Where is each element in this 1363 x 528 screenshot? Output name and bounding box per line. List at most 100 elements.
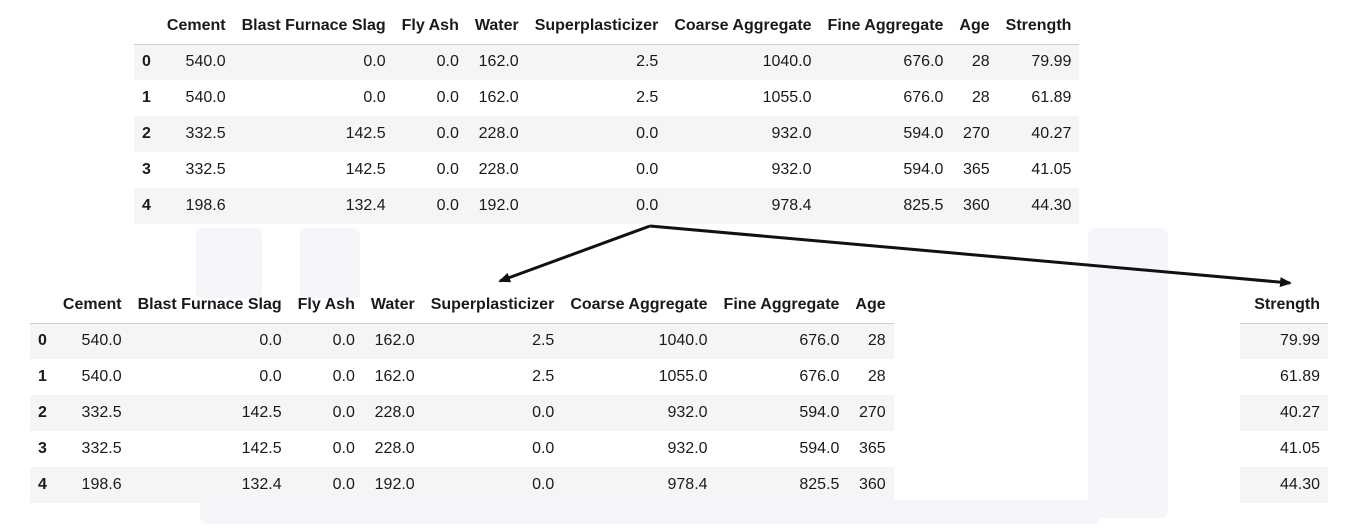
table-cell: 162.0 [478, 89, 519, 106]
row-index: 3 [38, 440, 47, 457]
column-header-superplasticizer: Superplasticizer [430, 295, 555, 313]
table-cell: 192.0 [374, 476, 415, 493]
table-cell: 0.0 [332, 332, 355, 350]
column-header-fly-ash: Fly Ash [401, 16, 459, 34]
table-cell: 270 [962, 125, 990, 142]
table-cell: 142.5 [241, 404, 282, 421]
column-header-superplasticizer: Superplasticizer [534, 16, 659, 34]
index-header [30, 287, 55, 323]
row-index: 0 [142, 53, 151, 71]
table-cell: 594.0 [799, 440, 840, 457]
column-header-age: Age [855, 295, 886, 313]
table-cell: 0.0 [363, 89, 386, 106]
table-cell: 0.0 [532, 404, 555, 421]
table-row: 61.89 [1240, 359, 1328, 395]
table-cell: 540.0 [81, 332, 122, 350]
table-cell: 142.5 [241, 440, 282, 457]
table-cell: 676.0 [799, 368, 840, 385]
table-cell: 1040.0 [658, 332, 708, 350]
table-cell: 228.0 [478, 161, 519, 178]
table-row: 44.30 [1240, 467, 1328, 503]
row-index: 0 [38, 332, 47, 350]
table-cell: 0.0 [259, 368, 282, 385]
table-cell: 0.0 [332, 440, 355, 457]
watermark-block [196, 228, 262, 298]
table-row: 79.99 [1240, 323, 1328, 359]
watermark-block [1088, 228, 1168, 518]
table-cell: 978.4 [771, 197, 812, 214]
column-header-water: Water [474, 16, 519, 34]
table-cell: 825.5 [799, 476, 840, 493]
column-header-age: Age [959, 16, 990, 34]
table-cell: 192.0 [478, 197, 519, 214]
column-header-coarse-aggregate: Coarse Aggregate [674, 16, 812, 34]
table-cell: 132.4 [345, 197, 386, 214]
table-cell: 0.0 [636, 125, 659, 142]
header-row: Cement Blast Furnace Slag Fly Ash Water … [134, 8, 1080, 44]
table-cell: 1055.0 [762, 89, 812, 106]
table-cell: 162.0 [374, 368, 415, 385]
table-cell: 162.0 [374, 332, 415, 350]
table-row: 0 540.0 0.0 0.0 162.0 2.5 1040.0 676.0 2… [30, 323, 894, 359]
table-cell: 0.0 [636, 161, 659, 178]
row-index: 4 [38, 476, 47, 493]
row-index: 1 [38, 368, 47, 385]
table-cell: 365 [962, 161, 990, 178]
table-cell: 2.5 [636, 89, 659, 106]
table-cell: 28 [867, 368, 886, 385]
table-row: 3 332.5 142.5 0.0 228.0 0.0 932.0 594.0 … [30, 431, 894, 467]
table-cell: 142.5 [345, 125, 386, 142]
table-row: 2 332.5 142.5 0.0 228.0 0.0 932.0 594.0 … [134, 116, 1080, 152]
table-cell: 594.0 [799, 404, 840, 421]
table-row: 4 198.6 132.4 0.0 192.0 0.0 978.4 825.5 … [30, 467, 894, 503]
table-cell: 228.0 [478, 125, 519, 142]
table-cell: 198.6 [185, 197, 226, 214]
table-cell: 44.30 [1031, 197, 1072, 214]
table-cell: 825.5 [903, 197, 944, 214]
table-cell: 932.0 [667, 440, 708, 457]
table-cell: 540.0 [81, 368, 122, 385]
table-cell: 0.0 [532, 476, 555, 493]
row-index: 1 [142, 89, 151, 106]
table-cell: 0.0 [436, 125, 459, 142]
column-header-fine-aggregate: Fine Aggregate [723, 295, 840, 313]
table-cell: 332.5 [81, 404, 122, 421]
table-cell: 61.89 [1279, 368, 1320, 385]
column-header-cement: Cement [62, 295, 122, 313]
table-cell: 0.0 [332, 368, 355, 385]
table-cell: 41.05 [1279, 440, 1320, 457]
watermark-block [200, 500, 1100, 524]
table-cell: 0.0 [363, 53, 386, 71]
table-cell: 40.27 [1031, 125, 1072, 142]
table-cell: 198.6 [81, 476, 122, 493]
table-cell: 2.5 [532, 368, 555, 385]
table-cell: 41.05 [1031, 161, 1072, 178]
table-cell: 594.0 [903, 161, 944, 178]
table-cell: 0.0 [436, 53, 459, 71]
table-cell: 932.0 [667, 404, 708, 421]
table-cell: 332.5 [81, 440, 122, 457]
table-cell: 676.0 [799, 332, 840, 350]
table-cell: 0.0 [332, 404, 355, 421]
table-cell: 0.0 [636, 197, 659, 214]
table-cell: 676.0 [903, 89, 944, 106]
table-row: 4 198.6 132.4 0.0 192.0 0.0 978.4 825.5 … [134, 188, 1080, 224]
table-cell: 0.0 [436, 197, 459, 214]
table-cell: 365 [858, 440, 886, 457]
column-header-blast-furnace-slag: Blast Furnace Slag [241, 16, 386, 34]
table-cell: 2.5 [636, 53, 659, 71]
table-cell: 44.30 [1279, 476, 1320, 493]
column-header-water: Water [370, 295, 415, 313]
column-header-strength: Strength [1005, 16, 1072, 34]
row-index: 2 [142, 125, 151, 142]
column-header-blast-furnace-slag: Blast Furnace Slag [137, 295, 282, 313]
table-cell: 2.5 [532, 332, 555, 350]
table-row: 3 332.5 142.5 0.0 228.0 0.0 932.0 594.0 … [134, 152, 1080, 188]
table-cell: 79.99 [1031, 53, 1072, 71]
table-cell: 932.0 [771, 161, 812, 178]
table-cell: 540.0 [185, 53, 226, 71]
table-cell: 79.99 [1279, 332, 1320, 350]
table-row: 41.05 [1240, 431, 1328, 467]
table-row: 0 540.0 0.0 0.0 162.0 2.5 1040.0 676.0 2… [134, 44, 1080, 80]
table-cell: 228.0 [374, 404, 415, 421]
